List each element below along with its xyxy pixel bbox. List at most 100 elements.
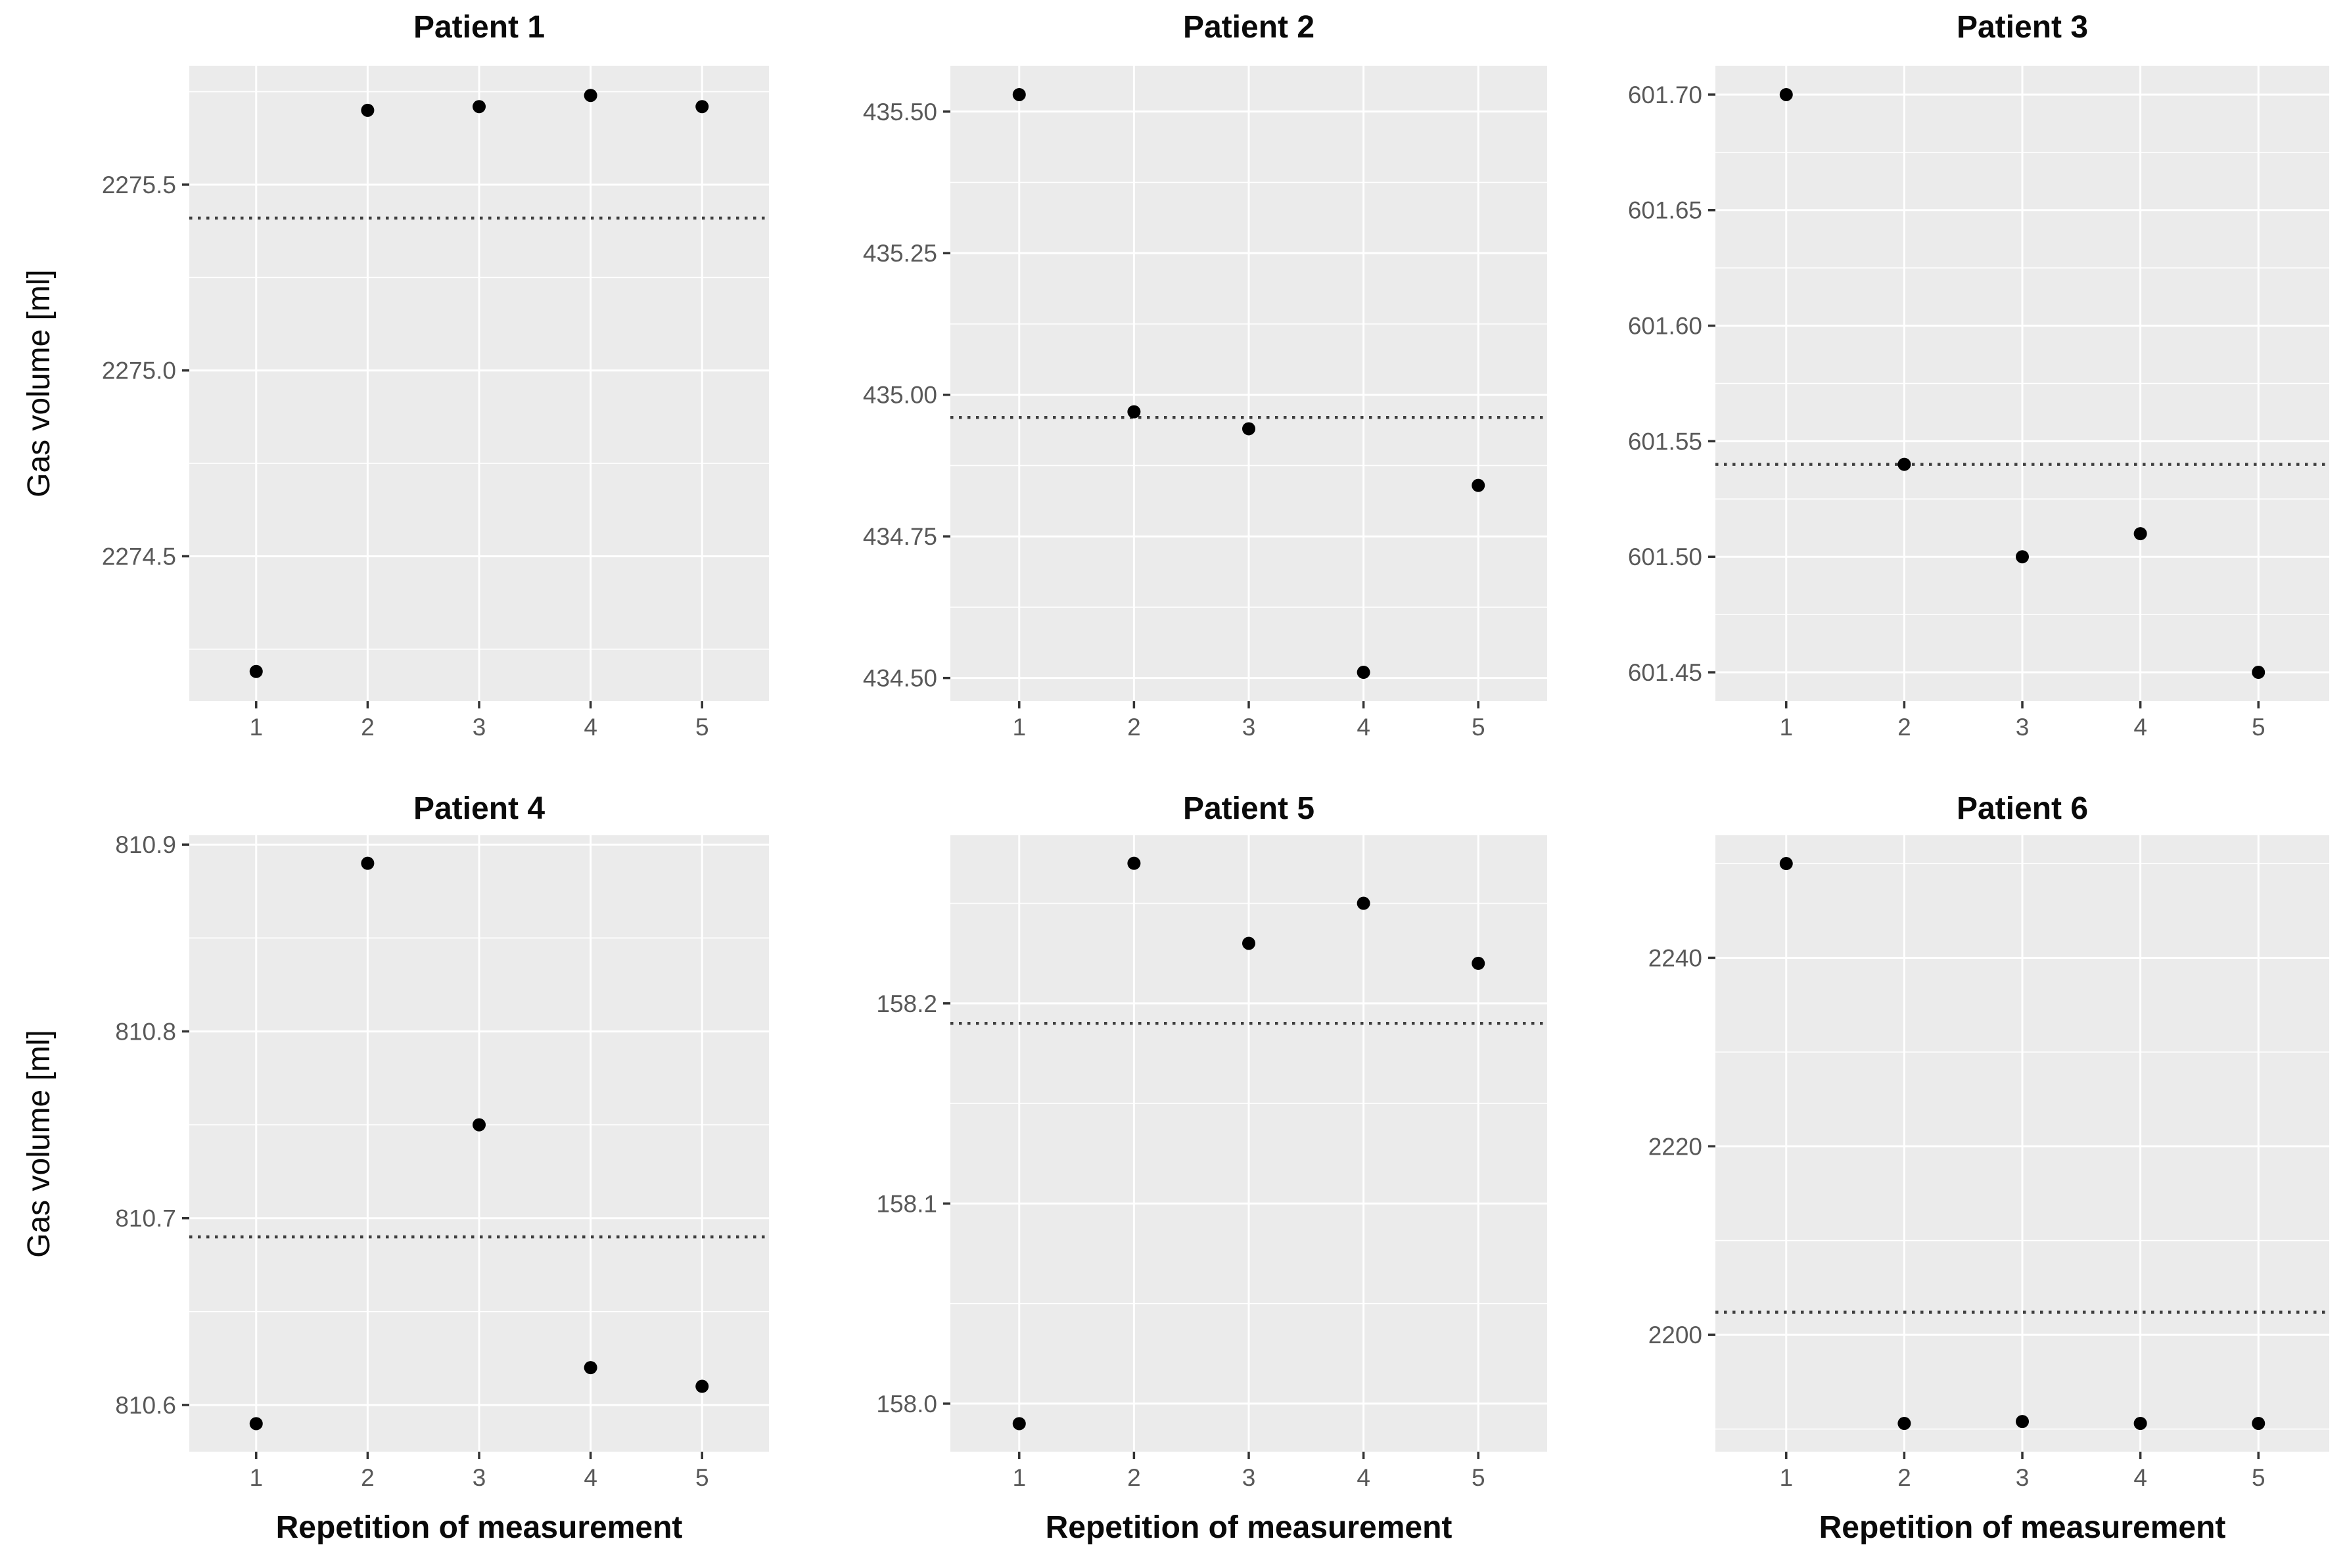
y-tick-label: 2200: [1648, 1322, 1702, 1349]
plot-panel-patient-1: 2274.5 2275.0 2275.5 1 2 3 4 5: [0, 0, 782, 784]
y-tick-label: 2275.0: [102, 357, 176, 384]
x-tick-label: 2: [1127, 1464, 1141, 1491]
x-axis-label: Repetition of measurement: [1819, 1510, 2226, 1545]
x-tick-label: 3: [1242, 1464, 1256, 1491]
chart-canvas: 2274.5 2275.0 2275.5 1 2 3 4 5: [102, 66, 769, 741]
y-tick-label: 601.65: [1628, 197, 1702, 224]
data-point: [1897, 457, 1911, 471]
y-tick-label: 601.50: [1628, 543, 1702, 570]
y-tick-label: 2240: [1648, 944, 1702, 971]
y-tick-label: 2220: [1648, 1133, 1702, 1160]
data-point: [1897, 1416, 1911, 1430]
data-point: [1127, 856, 1141, 870]
x-tick-label: 5: [695, 1464, 709, 1491]
x-tick-label: 3: [473, 714, 486, 741]
y-tick-label: 2274.5: [102, 543, 176, 570]
y-tick-label: 434.50: [863, 665, 937, 692]
x-tick-label: 5: [2252, 1464, 2266, 1491]
data-point: [249, 664, 263, 678]
data-point: [695, 100, 709, 114]
x-tick-label: 5: [2252, 714, 2266, 741]
x-tick-label: 1: [249, 1464, 263, 1491]
subplot-patient-2: Patient 2 434.50 434.75 435.00 435.25 435.50…: [782, 0, 1564, 784]
data-point: [1779, 857, 1793, 871]
subplot-patient-5: Patient 5 158.0 158.1 158.2 1 2 3 4 5 Repetitio…: [782, 784, 1564, 1568]
data-point: [1472, 956, 1485, 970]
plot-title-patient-2: Patient 2: [1182, 10, 1315, 45]
x-tick-label: 5: [1472, 1464, 1485, 1491]
plot-panel-patient-2: 434.50 434.75 435.00 435.25 435.50 1 2 3 4 5: [782, 0, 1564, 784]
x-tick-label: 3: [1242, 714, 1256, 741]
data-point: [473, 100, 486, 114]
data-point: [2133, 527, 2147, 541]
x-tick-label: 1: [1779, 714, 1793, 741]
data-point: [2133, 1416, 2147, 1430]
data-point: [2252, 666, 2266, 680]
y-tick-label: 601.70: [1628, 81, 1702, 108]
data-point: [361, 103, 375, 117]
y-tick-label: 435.00: [863, 382, 937, 409]
x-tick-label: 4: [1357, 714, 1370, 741]
data-point: [2252, 1416, 2266, 1430]
y-tick-label: 601.55: [1628, 428, 1702, 455]
x-tick-label: 3: [473, 1464, 486, 1491]
x-tick-label: 4: [584, 714, 597, 741]
data-point: [473, 1118, 486, 1132]
x-tick-label: 2: [361, 714, 375, 741]
data-point: [1242, 422, 1255, 436]
y-tick-label: 158.1: [876, 1190, 937, 1217]
data-point: [1012, 1417, 1026, 1431]
subplot-patient-6: Patient 6 2200 2220 2240 1 2 3 4 5 Repetition o…: [1564, 784, 2347, 1568]
y-tick-label: 810.6: [115, 1392, 176, 1419]
x-axis-label: Repetition of measurement: [1045, 1510, 1452, 1545]
subplot-patient-1: Patient 1 Gas volume [ml] 2274.5 2275.0 22…: [0, 0, 782, 784]
x-tick-label: 2: [1897, 1464, 1911, 1491]
x-tick-label: 5: [695, 714, 709, 741]
x-tick-label: 4: [2133, 714, 2147, 741]
data-point: [1779, 87, 1793, 101]
data-point: [361, 856, 375, 870]
chart-canvas: 601.45 601.50 601.55 601.60 601.65 601.70 1 2 3 4…: [1628, 66, 2329, 741]
chart-canvas: 158.0 158.1 158.2 1 2 3 4 5: [876, 835, 1547, 1491]
plot-title-patient-6: Patient 6: [1956, 791, 2089, 826]
x-tick-label: 5: [1472, 714, 1485, 741]
y-tick-label: 810.7: [115, 1205, 176, 1232]
data-point: [584, 1361, 597, 1375]
chart-canvas: 434.50 434.75 435.00 435.25 435.50 1 2 3 4 5: [863, 66, 1547, 741]
y-tick-label: 601.60: [1628, 313, 1702, 340]
data-point: [1242, 936, 1255, 950]
y-tick-label: 158.2: [876, 990, 937, 1017]
data-point: [1127, 405, 1141, 419]
y-tick-label: 435.25: [863, 240, 937, 267]
x-tick-label: 4: [2133, 1464, 2147, 1491]
x-tick-label: 4: [584, 1464, 597, 1491]
data-point: [1012, 87, 1026, 101]
data-point: [695, 1379, 709, 1393]
data-point: [1357, 896, 1370, 910]
plot-title-patient-3: Patient 3: [1956, 10, 2089, 45]
plot-title-patient-5: Patient 5: [1182, 791, 1315, 826]
data-point: [249, 1417, 263, 1431]
chart-canvas: 810.6 810.7 810.8 810.9 1 2 3 4 5: [115, 831, 769, 1491]
x-tick-label: 1: [249, 714, 263, 741]
data-point: [1472, 478, 1485, 492]
y-tick-label: 435.50: [863, 99, 937, 126]
x-tick-label: 2: [1127, 714, 1141, 741]
data-point: [1357, 666, 1370, 680]
data-point: [584, 89, 597, 103]
x-axis-label: Repetition of measurement: [275, 1510, 683, 1545]
y-tick-label: 158.0: [876, 1391, 937, 1418]
x-tick-label: 3: [2016, 1464, 2030, 1491]
x-tick-label: 1: [1779, 1464, 1793, 1491]
x-tick-label: 1: [1012, 1464, 1026, 1491]
x-tick-label: 2: [1897, 714, 1911, 741]
y-tick-label: 810.9: [115, 831, 176, 858]
x-tick-label: 4: [1357, 1464, 1370, 1491]
x-tick-label: 3: [2016, 714, 2030, 741]
chart-canvas: 2200 2220 2240 1 2 3 4 5: [1648, 835, 2329, 1491]
data-point: [2016, 550, 2029, 564]
plot-panel-patient-3: 601.45 601.50 601.55 601.60 601.65 601.70 1 2 3 4…: [1564, 0, 2347, 784]
y-tick-label: 2275.5: [102, 172, 176, 198]
x-tick-label: 2: [361, 1464, 375, 1491]
